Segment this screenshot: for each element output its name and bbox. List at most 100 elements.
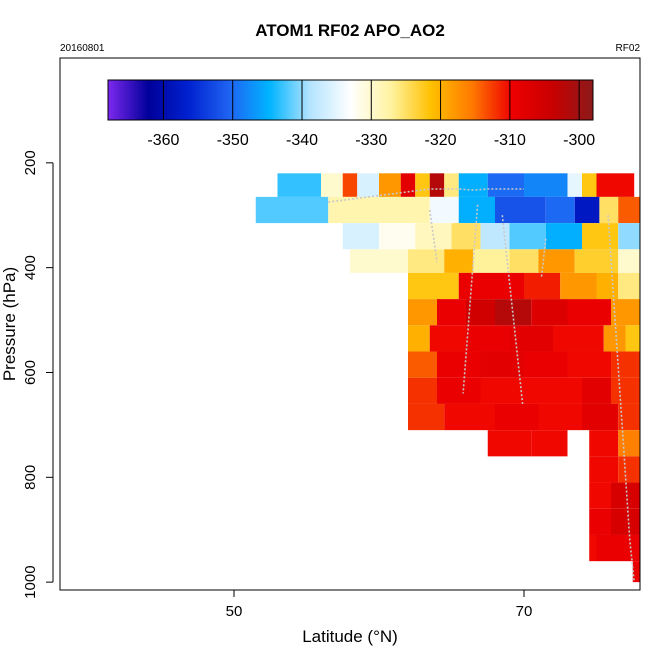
heatmap-cell — [437, 351, 481, 378]
heatmap-cell — [379, 173, 401, 197]
colorbar-tick-label: -320 — [425, 132, 457, 149]
heatmap-cell — [342, 223, 379, 250]
flight-track-segment — [540, 238, 547, 279]
heatmap-cell — [553, 325, 604, 352]
heatmap-cell — [408, 377, 437, 404]
colorbar-tick-label: -350 — [217, 132, 249, 149]
heatmap-cell — [611, 482, 640, 509]
heatmap-cell — [599, 196, 619, 224]
heatmap-cell — [444, 403, 495, 431]
heatmap-cell — [415, 223, 452, 250]
flight-track-segment — [328, 188, 524, 203]
plot-frame — [59, 57, 641, 591]
heatmap-cell — [524, 351, 568, 378]
heatmap-cell — [538, 249, 575, 273]
heatmap-cell — [531, 299, 568, 326]
x-axis: 50 70 — [226, 590, 533, 620]
colorbar-ticks: -360 -350 -340 -330 -320 -310 -300 — [147, 80, 595, 149]
heatmap-cell — [429, 173, 445, 197]
heatmap-cell — [574, 196, 600, 224]
y-tick-label: 600 — [22, 360, 39, 385]
heatmap-cell — [618, 272, 640, 300]
heatmap-cell — [480, 377, 539, 404]
heatmap-cell — [582, 377, 611, 404]
heatmap-cell — [589, 482, 611, 509]
heatmap-cell — [589, 534, 597, 562]
heatmap-cell — [277, 173, 321, 197]
heatmap-cell — [625, 325, 640, 352]
heatmap-cell — [632, 561, 640, 583]
y-tick-label: 1000 — [22, 565, 39, 598]
colorbar-tick-label: -340 — [286, 132, 318, 149]
x-tick-label: 50 — [226, 603, 243, 620]
colorbar-tick-label: -300 — [563, 132, 595, 149]
colorbar-tick-label: -330 — [355, 132, 387, 149]
heatmap-cell — [611, 299, 640, 326]
heatmap-cell — [611, 508, 640, 535]
heatmap-cell — [408, 325, 430, 352]
colorbar-tick-label: -360 — [147, 132, 179, 149]
heatmap-cell — [328, 196, 430, 224]
heatmap-cell — [596, 173, 611, 197]
x-axis-label: Latitude (°N) — [302, 627, 398, 646]
heatmap-cell — [582, 173, 597, 197]
y-axis: 200 400 600 800 1000 — [22, 150, 54, 599]
heatmap-cell — [415, 173, 430, 197]
y-tick-label: 400 — [22, 255, 39, 280]
heatmap-cell — [618, 456, 640, 483]
heatmap-cell — [545, 196, 575, 224]
heatmap-cell — [408, 299, 437, 326]
heatmap-cell — [408, 272, 459, 300]
heatmap-cell — [589, 456, 619, 483]
heatmap-cell — [611, 173, 635, 197]
heatmap-cell — [574, 249, 619, 273]
heatmap-cell — [487, 173, 524, 197]
colorbar — [107, 79, 594, 121]
heatmap-cell — [611, 377, 640, 404]
colorbar-tick-label: -310 — [494, 132, 526, 149]
flight-track-segment — [429, 209, 438, 263]
heatmap-cell — [321, 173, 343, 197]
heatmap-cell — [429, 196, 459, 224]
heatmap-cell — [342, 173, 358, 197]
heatmap-cell — [618, 196, 640, 224]
heatmap-cell — [538, 377, 582, 404]
flight-tag: RF02 — [616, 43, 641, 54]
heatmap-cell — [451, 223, 481, 250]
heatmap-cell — [379, 223, 416, 250]
heatmap-cell — [582, 403, 619, 431]
heatmap-cell — [618, 430, 640, 457]
flight-track-segment — [462, 204, 479, 394]
heatmap-cells — [255, 173, 640, 583]
heatmap-cell — [509, 223, 546, 250]
heatmap-cell — [495, 196, 546, 224]
heatmap-cell — [618, 249, 640, 273]
heatmap-cell — [589, 508, 611, 535]
x-tick-label: 70 — [516, 603, 533, 620]
date-tag: 20160801 — [60, 43, 105, 54]
heatmap-cell — [509, 249, 539, 273]
heatmap-cell — [357, 173, 379, 197]
y-tick-label: 200 — [22, 150, 39, 175]
heatmap-cell — [437, 299, 466, 326]
heatmap-cell — [400, 173, 416, 197]
heatmap-cell — [603, 325, 626, 352]
heatmap-cell — [538, 403, 582, 431]
heatmap-cell — [560, 272, 597, 300]
heatmap-cell — [495, 403, 539, 431]
heatmap-cell — [524, 272, 561, 300]
heatmap-cell — [408, 249, 445, 273]
flight-track-segment — [607, 215, 635, 583]
heatmap-cell — [531, 430, 568, 457]
heatmap-cell — [596, 272, 619, 300]
y-tick-label: 800 — [22, 465, 39, 490]
heatmap-cell — [618, 403, 640, 431]
heatmap-cell — [618, 223, 640, 250]
heatmap-cell — [466, 299, 495, 326]
heatmap-cell — [545, 223, 582, 250]
heatmap-cell — [567, 173, 582, 197]
heatmap-cell — [589, 430, 619, 457]
chart-title: ATOM1 RF02 APO_AO2 — [255, 21, 445, 40]
heatmap-cell — [444, 173, 459, 197]
